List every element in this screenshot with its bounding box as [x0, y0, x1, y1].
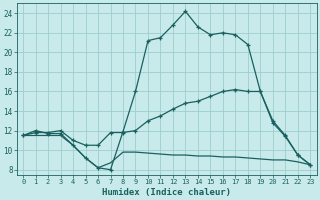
X-axis label: Humidex (Indice chaleur): Humidex (Indice chaleur)	[102, 188, 231, 197]
